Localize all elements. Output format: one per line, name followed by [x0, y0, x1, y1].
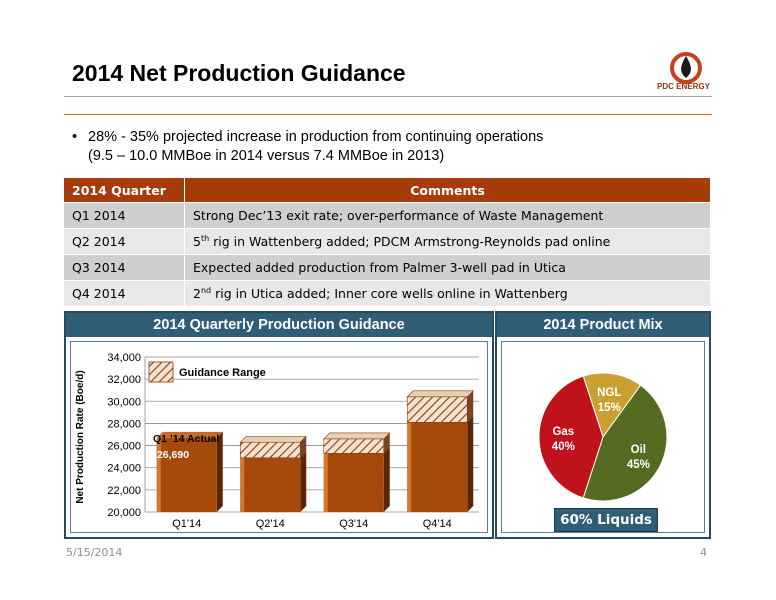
comment-sup: nd: [200, 285, 212, 295]
bar: [240, 457, 301, 512]
pie-chart: NGL 15% Oil 45% Gas 40%: [538, 372, 668, 502]
legend-label-guidance: Guidance Range: [179, 367, 266, 379]
comment-sup: th: [200, 233, 210, 243]
bar-side: [300, 451, 307, 512]
legend-swatch-guidance: [148, 361, 174, 383]
guidance-range-bar: [406, 396, 468, 423]
comment-post: rig in Wattenberg added; PDCM Armstrong-…: [209, 234, 611, 249]
bar-chart-frame: 34,000 32,000 30,000 28,000 26,000 24,000 22,0…: [70, 341, 488, 533]
header-comments: Comments: [184, 178, 711, 203]
bar-side: [383, 447, 390, 512]
pie-slices: [538, 372, 668, 502]
bar-x-ticks: Q1'14 Q2'14 Q3'14 Q4'14: [172, 518, 452, 530]
table-row: Q1 2014 Strong Dec’13 exit rate; over-pe…: [64, 202, 711, 229]
bar-top: [156, 431, 223, 438]
comment-pre: 2: [193, 286, 201, 301]
logo-drop: [681, 56, 691, 78]
y-tick-label: 22,000: [107, 485, 141, 497]
pie-chart-frame: NGL 15% Oil 45% Gas 40%: [501, 341, 705, 533]
y-tick-label: 20,000: [107, 507, 141, 519]
q1-value-label: 26,690: [157, 449, 189, 461]
row-comment: Strong Dec’13 exit rate; over-performanc…: [184, 202, 711, 229]
bar-chart: 34,000 32,000 30,000 28,000 26,000 24,000 22,0…: [75, 352, 479, 530]
bar: [156, 437, 217, 512]
bar-marks: [156, 390, 474, 512]
pie-label-name: NGL: [597, 387, 621, 399]
bullet-line-2: (9.5 – 10.0 MMBoe in 2014 versus 7.4 MMB…: [88, 148, 445, 164]
pie-slice-gas: [538, 375, 604, 499]
bar-highlight: [240, 457, 245, 512]
bar-y-ticks: 34,000 32,000 30,000 28,000 26,000 24,000 22,0…: [107, 352, 141, 519]
row-quarter: Q4 2014: [64, 280, 185, 306]
logo-ring: [670, 52, 702, 84]
bar-highlight: [323, 453, 328, 512]
slide-title: 2014 Net Production Guidance: [72, 60, 406, 86]
pdc-energy-logo: [670, 52, 702, 84]
x-tick-label: Q3'14: [339, 518, 368, 530]
production-guidance-panel: 2014 Quarterly Production Guidance 34,00…: [64, 311, 494, 539]
pie-labels: NGL 15% Oil 45% Gas 40%: [552, 387, 650, 471]
quarter-comments-table: 2014 Quarter Comments Q1 2014 Strong Dec…: [64, 178, 711, 306]
liquids-badge: 60% Liquids: [554, 508, 658, 532]
title-rule: [64, 96, 712, 97]
pie-slice-oil: [582, 384, 668, 502]
bar-chart-title: 2014 Quarterly Production Guidance: [66, 313, 492, 337]
guidance-top: [239, 435, 307, 443]
guidance-top: [323, 432, 391, 440]
pie-label-value: 45%: [627, 459, 650, 471]
y-tick-label: 32,000: [107, 374, 141, 386]
table-header-row: 2014 Quarter Comments: [64, 178, 711, 203]
y-tick-label: 34,000: [107, 352, 141, 364]
comment-pre: 5: [193, 234, 201, 249]
table-row: Q3 2014 Expected added production from P…: [64, 254, 711, 281]
row-quarter: Q1 2014: [64, 202, 185, 229]
pie-label-name: Oil: [631, 444, 646, 456]
guidance-range-bar: [239, 441, 301, 459]
row-comment: Expected added production from Palmer 3-…: [184, 254, 711, 281]
x-tick-label: Q1'14: [172, 518, 201, 530]
footer-date: 5/15/2014: [66, 546, 123, 559]
pie-slice-ngl: [582, 372, 642, 439]
bar-side: [467, 416, 474, 512]
guidance-side: [383, 432, 390, 454]
y-tick-label: 28,000: [107, 418, 141, 430]
logo-text: PDC ENERGY: [657, 82, 710, 91]
y-tick-label: 30,000: [107, 396, 141, 408]
page-number: 4: [700, 546, 707, 559]
pie-label-value: 15%: [598, 402, 621, 414]
title-rule-accent: [64, 114, 712, 115]
bar-highlight: [407, 422, 412, 512]
bullet-dot: •: [72, 129, 78, 145]
comment-post: rig in Utica added; Inner core wells onl…: [211, 286, 568, 301]
bullet-line-1: 28% - 35% projected increase in producti…: [88, 129, 544, 145]
x-tick-label: Q2'14: [256, 518, 285, 530]
bar-highlight: [156, 437, 161, 512]
guidance-top: [406, 390, 474, 398]
y-tick-label: 26,000: [107, 441, 141, 453]
table-row: Q2 2014 5th rig in Wattenberg added; PDC…: [64, 228, 711, 255]
guidance-side: [467, 390, 474, 423]
product-mix-panel: 2014 Product Mix NGL 15% Oil 45% Gas 40%: [495, 311, 711, 539]
row-quarter: Q2 2014: [64, 228, 185, 255]
y-axis-label: Net Production Rate (Boe/d): [75, 370, 86, 503]
bar: [407, 422, 468, 512]
guidance-side: [300, 436, 307, 458]
q1-actual-label: Q1 ’14 Actual: [153, 433, 219, 445]
bar: [323, 453, 384, 512]
row-quarter: Q3 2014: [64, 254, 185, 281]
pie-chart-title: 2014 Product Mix: [497, 313, 709, 337]
row-comment: 5th rig in Wattenberg added; PDCM Armstr…: [184, 228, 711, 255]
bar-side: [216, 431, 223, 512]
pie-label-name: Gas: [552, 426, 574, 438]
header-quarter: 2014 Quarter: [64, 178, 185, 203]
y-tick-label: 24,000: [107, 463, 141, 475]
x-tick-label: Q4'14: [423, 518, 452, 530]
table-row: Q4 2014 2nd rig in Utica added; Inner co…: [64, 280, 711, 306]
guidance-range-bar: [323, 438, 385, 454]
row-comment: 2nd rig in Utica added; Inner core wells…: [184, 280, 711, 306]
pie-label-value: 40%: [552, 441, 575, 453]
